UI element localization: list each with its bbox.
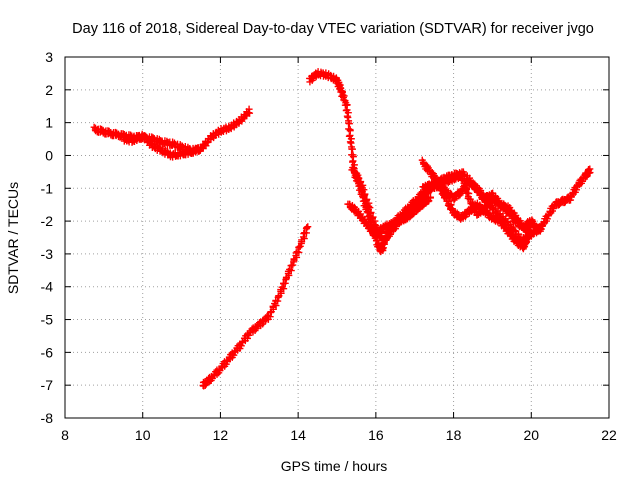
data-point xyxy=(348,145,356,153)
data-point xyxy=(345,119,353,127)
data-point xyxy=(360,186,368,194)
data-point xyxy=(197,144,205,152)
data-point xyxy=(523,235,531,243)
data-point xyxy=(346,131,354,139)
data-point xyxy=(332,75,340,83)
series-track-f xyxy=(344,193,434,240)
data-point xyxy=(355,174,363,182)
y-tick-label: -1 xyxy=(41,180,54,196)
data-point xyxy=(237,342,245,350)
data-point xyxy=(426,193,434,201)
chart-title: Day 116 of 2018, Sidereal Day-to-day VTE… xyxy=(72,21,594,37)
data-point xyxy=(343,112,351,120)
y-tick-label: -7 xyxy=(41,377,54,393)
data-point xyxy=(527,231,535,239)
data-point xyxy=(499,220,507,228)
data-point xyxy=(245,105,253,113)
data-point xyxy=(466,196,474,204)
data-point xyxy=(349,164,357,172)
data-point xyxy=(349,157,357,165)
y-axis-label: SDTVAR / TECUs xyxy=(5,182,21,294)
y-tick-label: 2 xyxy=(45,82,53,98)
data-point xyxy=(339,94,347,102)
data-point xyxy=(346,138,354,146)
x-tick-label: 18 xyxy=(446,427,462,443)
y-tick-label: -6 xyxy=(41,344,54,360)
y-tick-label: -8 xyxy=(41,410,54,426)
y-tick-label: -3 xyxy=(41,246,54,262)
series-track-a xyxy=(90,105,254,156)
plot-frame xyxy=(64,56,610,419)
y-tick-label: -5 xyxy=(41,312,54,328)
y-tick-label: -4 xyxy=(41,279,54,295)
data-point xyxy=(511,227,519,235)
x-axis-label: GPS time / hours xyxy=(281,458,388,474)
series-track-h xyxy=(419,165,594,236)
y-tick-label: 3 xyxy=(45,49,53,65)
data-point xyxy=(304,223,312,231)
y-tick-label: 0 xyxy=(45,147,53,163)
data-points xyxy=(90,68,594,390)
data-point xyxy=(295,244,303,252)
series-track-b xyxy=(120,130,205,161)
data-point xyxy=(361,191,369,199)
x-tick-label: 14 xyxy=(290,427,306,443)
data-point xyxy=(367,209,375,217)
data-point xyxy=(274,293,282,301)
data-point xyxy=(289,261,297,269)
x-tick-label: 16 xyxy=(368,427,384,443)
x-tick-label: 10 xyxy=(135,427,151,443)
y-tick-label: -2 xyxy=(41,213,54,229)
data-point xyxy=(460,179,468,187)
data-point xyxy=(586,165,594,173)
x-tick-label: 20 xyxy=(523,427,539,443)
data-point xyxy=(372,222,380,230)
y-tick-label: 1 xyxy=(45,115,53,131)
series-track-c xyxy=(199,223,312,390)
x-tick-label: 8 xyxy=(61,427,69,443)
data-point xyxy=(278,283,286,291)
x-tick-label: 22 xyxy=(601,427,617,443)
x-tick-label: 12 xyxy=(213,427,229,443)
